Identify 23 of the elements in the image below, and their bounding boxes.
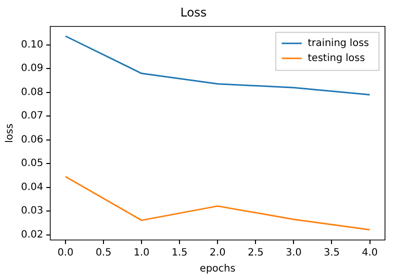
y-tick-label: 0.08	[21, 86, 44, 98]
x-tick-label: 4.0	[362, 248, 378, 259]
y-tick-label: 0.02	[21, 229, 44, 240]
y-tick-label: 0.04	[21, 182, 44, 193]
x-tick-label: 2.0	[210, 248, 226, 259]
x-tick-label: 3.5	[324, 248, 340, 259]
legend-label: training loss	[308, 38, 370, 49]
y-tick-label: 0.05	[21, 158, 44, 170]
y-tick-label: 0.03	[21, 206, 44, 217]
chart-title: Loss	[180, 5, 207, 20]
x-tick-label: 1.5	[172, 248, 188, 259]
y-tick-label: 0.06	[21, 134, 44, 146]
y-tick-label: 0.09	[21, 63, 44, 74]
x-tick-label: 1.0	[134, 248, 150, 259]
x-tick-label: 0.5	[96, 248, 112, 259]
x-axis-title: epochs	[200, 264, 236, 275]
legend-label: testing loss	[308, 52, 365, 64]
y-tick-label: 0.10	[21, 40, 44, 51]
x-tick-label: 2.5	[248, 248, 264, 259]
y-axis-title: loss	[4, 124, 16, 143]
x-tick-label: 3.0	[286, 248, 302, 259]
y-tick-label: 0.07	[21, 110, 44, 122]
x-tick-label: 0.0	[58, 248, 74, 259]
